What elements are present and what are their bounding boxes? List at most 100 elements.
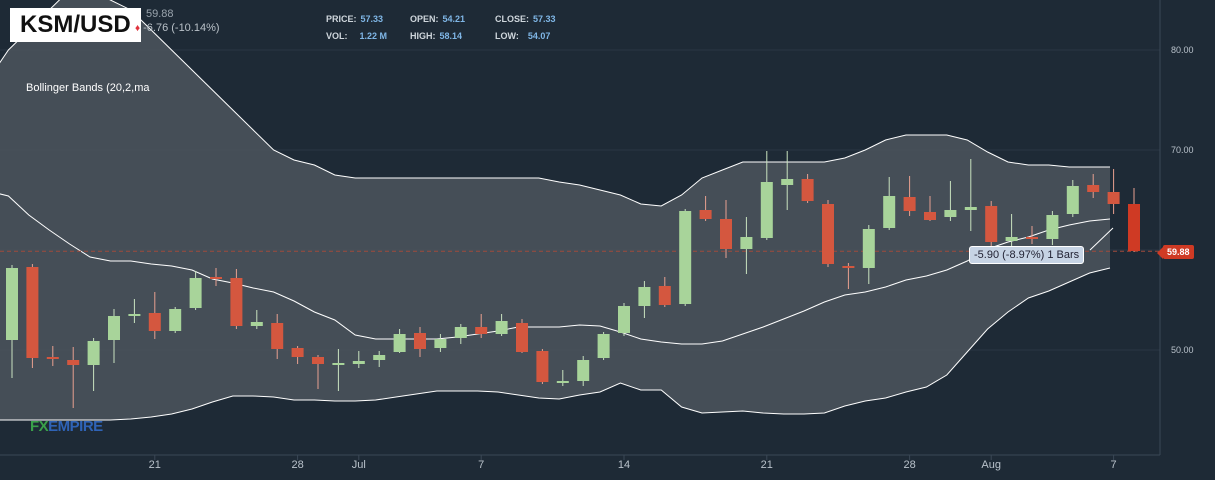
fxempire-logo: FXEMPIRE	[30, 418, 103, 435]
candle[interactable]	[781, 151, 794, 210]
stat-close-label: CLOSE:	[495, 14, 530, 24]
candle-body	[1087, 185, 1100, 192]
candle[interactable]	[760, 151, 773, 240]
candle-body	[985, 206, 998, 242]
candle-body	[495, 321, 508, 334]
candle[interactable]	[250, 310, 263, 329]
candle[interactable]	[964, 159, 977, 231]
stat-open-value: 54.21	[442, 14, 466, 24]
candle[interactable]	[903, 176, 916, 216]
candle[interactable]	[148, 292, 161, 339]
candle[interactable]	[210, 268, 222, 286]
candle[interactable]	[230, 269, 243, 329]
candle[interactable]	[740, 217, 753, 274]
candle[interactable]	[169, 307, 182, 333]
candle[interactable]	[434, 334, 447, 352]
candle[interactable]	[454, 324, 467, 344]
down-arrow-icon: ♦	[135, 23, 141, 34]
candle[interactable]	[393, 329, 406, 353]
candle-body	[760, 182, 773, 238]
candle[interactable]	[985, 201, 998, 248]
stat-high-label: HIGH:	[410, 31, 436, 41]
candle[interactable]	[822, 200, 834, 267]
candle[interactable]	[597, 332, 610, 360]
candle-body	[801, 179, 814, 201]
candle[interactable]	[67, 347, 80, 408]
candle[interactable]	[556, 370, 569, 386]
candle[interactable]	[1026, 226, 1038, 244]
candle[interactable]	[1066, 180, 1079, 217]
candle[interactable]	[699, 196, 712, 221]
candle[interactable]	[128, 299, 141, 323]
candle[interactable]	[475, 314, 488, 338]
candle[interactable]	[924, 196, 936, 221]
candle-body	[883, 196, 896, 228]
candle[interactable]	[26, 264, 39, 368]
stat-low-value: 54.07	[527, 31, 551, 41]
candle[interactable]	[373, 351, 386, 367]
candle[interactable]	[679, 209, 692, 306]
stat-low: LOW: 54.07	[495, 31, 550, 41]
candle[interactable]	[6, 265, 18, 378]
candles[interactable]	[6, 151, 1140, 408]
candle[interactable]	[332, 349, 345, 391]
candle-body	[373, 355, 386, 360]
candle[interactable]	[1005, 214, 1018, 247]
candle-body	[618, 306, 630, 333]
candle-body	[658, 286, 671, 305]
price-change-value: -6.76 (-10.14%)	[143, 22, 220, 34]
candle[interactable]	[352, 351, 365, 368]
indicator-label[interactable]: Bollinger Bands (20,2,ma	[26, 82, 150, 94]
candle[interactable]	[618, 303, 630, 336]
candle[interactable]	[1107, 169, 1120, 214]
x-tick-label: 7	[478, 459, 484, 471]
candle-body	[1005, 237, 1018, 241]
candle[interactable]	[312, 355, 324, 389]
candle[interactable]	[414, 327, 426, 357]
bollinger-lower-line	[0, 267, 1111, 421]
candle[interactable]	[271, 314, 284, 359]
candle-body	[475, 327, 488, 334]
candle-body	[699, 210, 712, 219]
candle-body	[230, 278, 243, 326]
stat-price: PRICE: 57.33	[326, 14, 383, 24]
stat-low-label: LOW:	[495, 31, 519, 41]
candle[interactable]	[883, 177, 896, 230]
candle[interactable]	[944, 181, 957, 221]
candle-body	[781, 179, 794, 185]
candle[interactable]	[291, 346, 304, 364]
candle[interactable]	[862, 225, 875, 284]
stat-vol: VOL: 1.22 M	[326, 31, 387, 41]
candle-body	[312, 357, 324, 364]
candle[interactable]	[189, 271, 202, 310]
tooltip-pointer	[1089, 227, 1114, 251]
candle-body	[924, 212, 936, 220]
candle[interactable]	[495, 314, 508, 336]
x-tick-label: 14	[618, 459, 630, 471]
candle[interactable]	[658, 277, 671, 307]
y-tick-label: 70.00	[1171, 145, 1194, 155]
candle[interactable]	[801, 174, 814, 203]
candle[interactable]	[1046, 211, 1059, 245]
candle-body	[250, 322, 263, 326]
candle[interactable]	[577, 356, 590, 386]
candle-body	[67, 360, 80, 365]
stat-high: HIGH: 58.14	[410, 31, 462, 41]
logo-fx: FX	[30, 418, 49, 435]
candle[interactable]	[1087, 174, 1100, 198]
y-tick-label: 50.00	[1171, 345, 1194, 355]
candle[interactable]	[46, 346, 59, 366]
candle[interactable]	[638, 281, 651, 318]
x-tick-label: 21	[761, 459, 773, 471]
candle[interactable]	[516, 319, 528, 353]
candle[interactable]	[842, 263, 855, 289]
candle[interactable]	[1128, 188, 1140, 252]
candle[interactable]	[536, 349, 549, 384]
candle[interactable]	[720, 200, 732, 258]
candle[interactable]	[108, 309, 120, 363]
stat-vol-value: 1.22 M	[359, 31, 388, 41]
price-change: ♦ -6.76 (-10.14%)	[135, 22, 220, 34]
candle-body	[352, 361, 365, 364]
candle[interactable]	[87, 338, 100, 391]
